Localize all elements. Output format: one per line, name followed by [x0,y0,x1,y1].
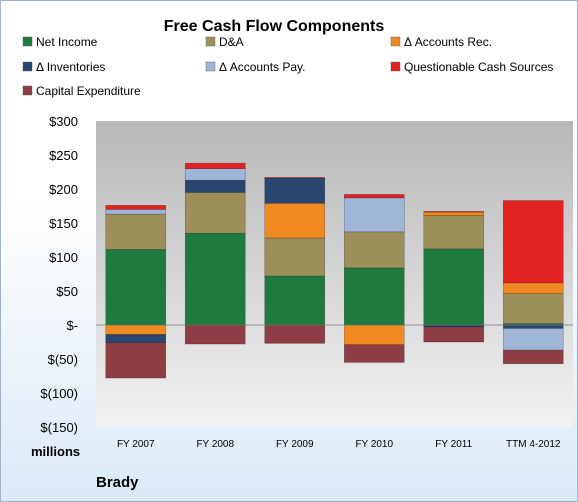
x-tick-label: FY 2007 [117,439,155,450]
bars-group [105,162,564,379]
y-tick-label: $150 [49,216,78,231]
bar-segment-questionable-cash-sources [264,177,326,179]
bar-segment-questionable-cash-sources [423,211,485,213]
legend-swatch-accounts-rec [390,36,401,47]
y-tick-label: $(150) [40,420,78,435]
bar-segment-d-a [105,213,167,250]
legend-swatch-questionable-cash-sources [390,61,401,72]
bar-segment-d-a [343,231,405,269]
y-tick-label: $(100) [40,386,78,401]
bar-segment-questionable-cash-sources [105,205,167,210]
bar-segment-accounts-pay [502,328,564,351]
x-tick-label: FY 2008 [196,439,234,450]
bar-segment-accounts-rec [423,211,485,216]
bar-segment-questionable-cash-sources [502,200,564,284]
company-label: Brady [96,474,139,491]
bar-segment-net-income [105,249,167,326]
y-tick-label: $100 [49,250,78,265]
chart-title: Free Cash Flow Components [164,18,385,35]
y-tick-label: $- [66,318,78,333]
legend-swatch-inventories [22,61,33,72]
y-tick-label: $300 [49,114,78,129]
legend-label-accounts-rec: Δ Accounts Rec. [404,35,492,49]
legend-label-questionable-cash-sources: Questionable Cash Sources [404,60,553,74]
legend-label-net-income: Net Income [36,35,98,49]
bar-segment-net-income [343,267,405,326]
unit-label: millions [31,444,80,459]
bar-segment-d-a [264,237,326,277]
bar-segment-accounts-rec [502,282,564,295]
y-tick-label: $250 [49,148,78,163]
bar-segment-inventories [502,324,564,329]
bar-segment-d-a [502,293,564,324]
legend-label-inventories: Δ Inventories [36,60,105,74]
x-tick-label: FY 2010 [355,439,393,450]
bar-segment-questionable-cash-sources [184,162,246,169]
bar-segment-inventories [105,334,167,343]
y-tick-label: $50 [56,284,78,299]
bar-segment-net-income [264,275,326,326]
bar-segment-capital-expenditure [502,349,564,365]
bar-segment-accounts-rec [343,324,405,346]
legend-label-capital-expenditure: Capital Expenditure [36,84,141,98]
legend: Net Income D&A Δ Accounts Rec. Δ Inventorie… [22,35,553,98]
bar-segment-d-a [423,215,485,250]
bar-segment-questionable-cash-sources [343,194,405,199]
legend-swatch-net-income [22,36,33,47]
legend-swatch-accounts-pay [205,61,216,72]
bar-segment-capital-expenditure [343,344,405,363]
y-tick-label: $200 [49,182,78,197]
bar-segment-accounts-pay [184,168,246,181]
bar-segment-inventories [264,177,326,204]
bar-segment-accounts-rec [264,202,326,239]
bar-segment-net-income [423,248,485,326]
legend-label-d-a: D&A [219,35,244,49]
y-tick-label: $(50) [48,352,78,367]
bar-segment-capital-expenditure [423,326,485,343]
x-tick-label: FY 2009 [276,439,314,450]
legend-label-accounts-pay: Δ Accounts Pay. [219,60,306,74]
bar-segment-accounts-pay [105,209,167,215]
legend-swatch-d-a [205,36,216,47]
x-tick-label: FY 2011 [435,439,472,450]
bar-segment-net-income [184,232,246,326]
bar-segment-inventories [184,179,246,193]
bar-segment-d-a [184,192,246,234]
bar-segment-accounts-rec [105,324,167,335]
bar-segment-capital-expenditure [184,324,246,345]
x-axis: FY 2007 FY 2008 FY 2009 FY 2010 FY 2011 TTM 4… [117,439,561,450]
bar-segment-accounts-pay [343,197,405,233]
y-axis: $(150) $(100) $(50) $- $50 $100 $150 $200 $250 $3… [40,114,78,435]
bar-segment-capital-expenditure [264,324,326,344]
bar-segment-capital-expenditure [105,342,167,379]
x-tick-label: TTM 4-2012 [506,439,561,450]
plot-area [96,121,573,427]
legend-swatch-capital-expenditure [22,85,33,96]
